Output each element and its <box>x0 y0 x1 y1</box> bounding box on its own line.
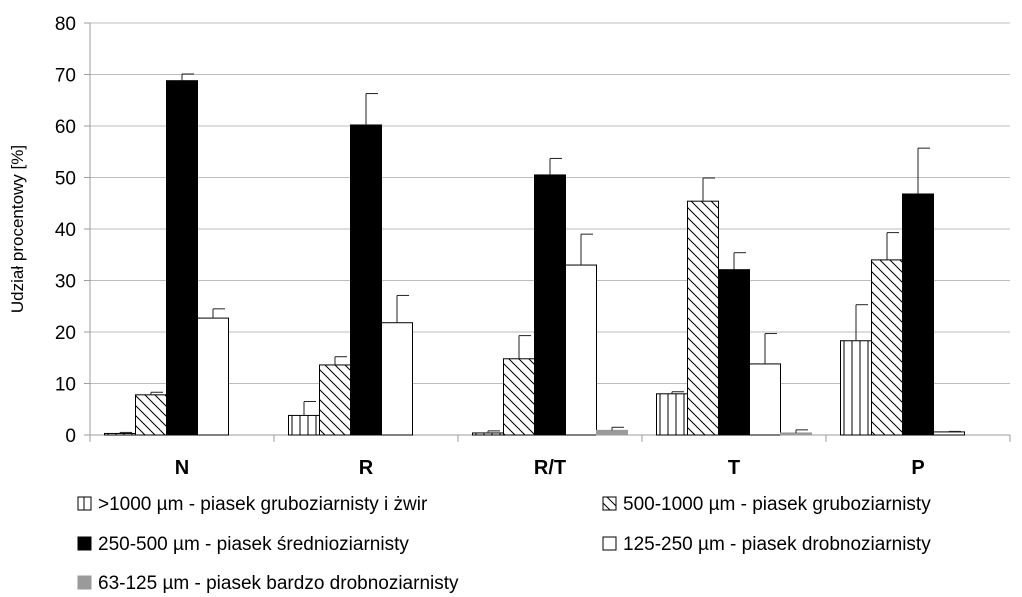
bar <box>197 317 229 436</box>
error-bars <box>119 73 961 434</box>
y-tick-label: 30 <box>55 272 76 293</box>
x-category-label: P <box>911 457 924 479</box>
y-tick-label: 0 <box>65 426 76 447</box>
y-tick-label: 40 <box>55 220 76 241</box>
bar <box>350 124 382 436</box>
y-tick-label: 20 <box>55 323 76 344</box>
legend-swatch <box>602 496 617 511</box>
y-tick-label: 70 <box>55 66 76 87</box>
bar <box>933 431 965 436</box>
legend-swatch <box>77 575 92 590</box>
bar <box>534 174 566 436</box>
legend-label: 125-250 µm - piasek drobnoziarnisty <box>623 534 931 555</box>
y-tick-label: 10 <box>55 375 76 396</box>
bar <box>104 432 136 436</box>
x-category-label: R/T <box>534 457 566 479</box>
y-axis-title: Udział procentowy [%] <box>8 145 27 313</box>
x-category-label: R <box>359 457 374 479</box>
legend-swatch <box>602 536 617 551</box>
legend: >1000 µm - piasek gruboziarnisty i żwir 5… <box>77 494 931 594</box>
bar <box>565 264 597 436</box>
bar <box>596 429 628 436</box>
bar <box>288 414 320 436</box>
bar <box>319 364 351 436</box>
bar <box>840 340 872 436</box>
bar <box>687 200 719 436</box>
bar <box>780 432 812 436</box>
bar <box>381 322 413 436</box>
y-tick-label: 60 <box>55 117 76 138</box>
bars <box>104 80 965 436</box>
y-tick-label: 50 <box>55 169 76 190</box>
legend-label: 250-500 µm - piasek średnioziarnisty <box>98 534 409 555</box>
bar <box>718 269 750 436</box>
y-tick-label: 80 <box>55 14 76 35</box>
bar <box>749 363 781 436</box>
bar <box>656 393 688 436</box>
legend-label: 500-1000 µm - piasek gruboziarnisty <box>623 494 931 515</box>
legend-swatch <box>77 536 92 551</box>
bar <box>135 394 167 436</box>
bar <box>166 80 198 436</box>
bar <box>871 259 903 436</box>
axis-labels: 0 10 20 30 40 50 60 70 80 N R R/T T P <box>55 14 925 479</box>
legend-label: 63-125 µm - piasek bardzo drobnoziarnist… <box>98 573 459 594</box>
legend-swatch <box>77 496 92 511</box>
bar <box>503 358 535 436</box>
x-category-label: T <box>728 457 740 479</box>
bar <box>902 193 934 436</box>
bar <box>472 432 504 436</box>
legend-label: >1000 µm - piasek gruboziarnisty i żwir <box>98 494 428 515</box>
x-category-label: N <box>175 457 189 479</box>
